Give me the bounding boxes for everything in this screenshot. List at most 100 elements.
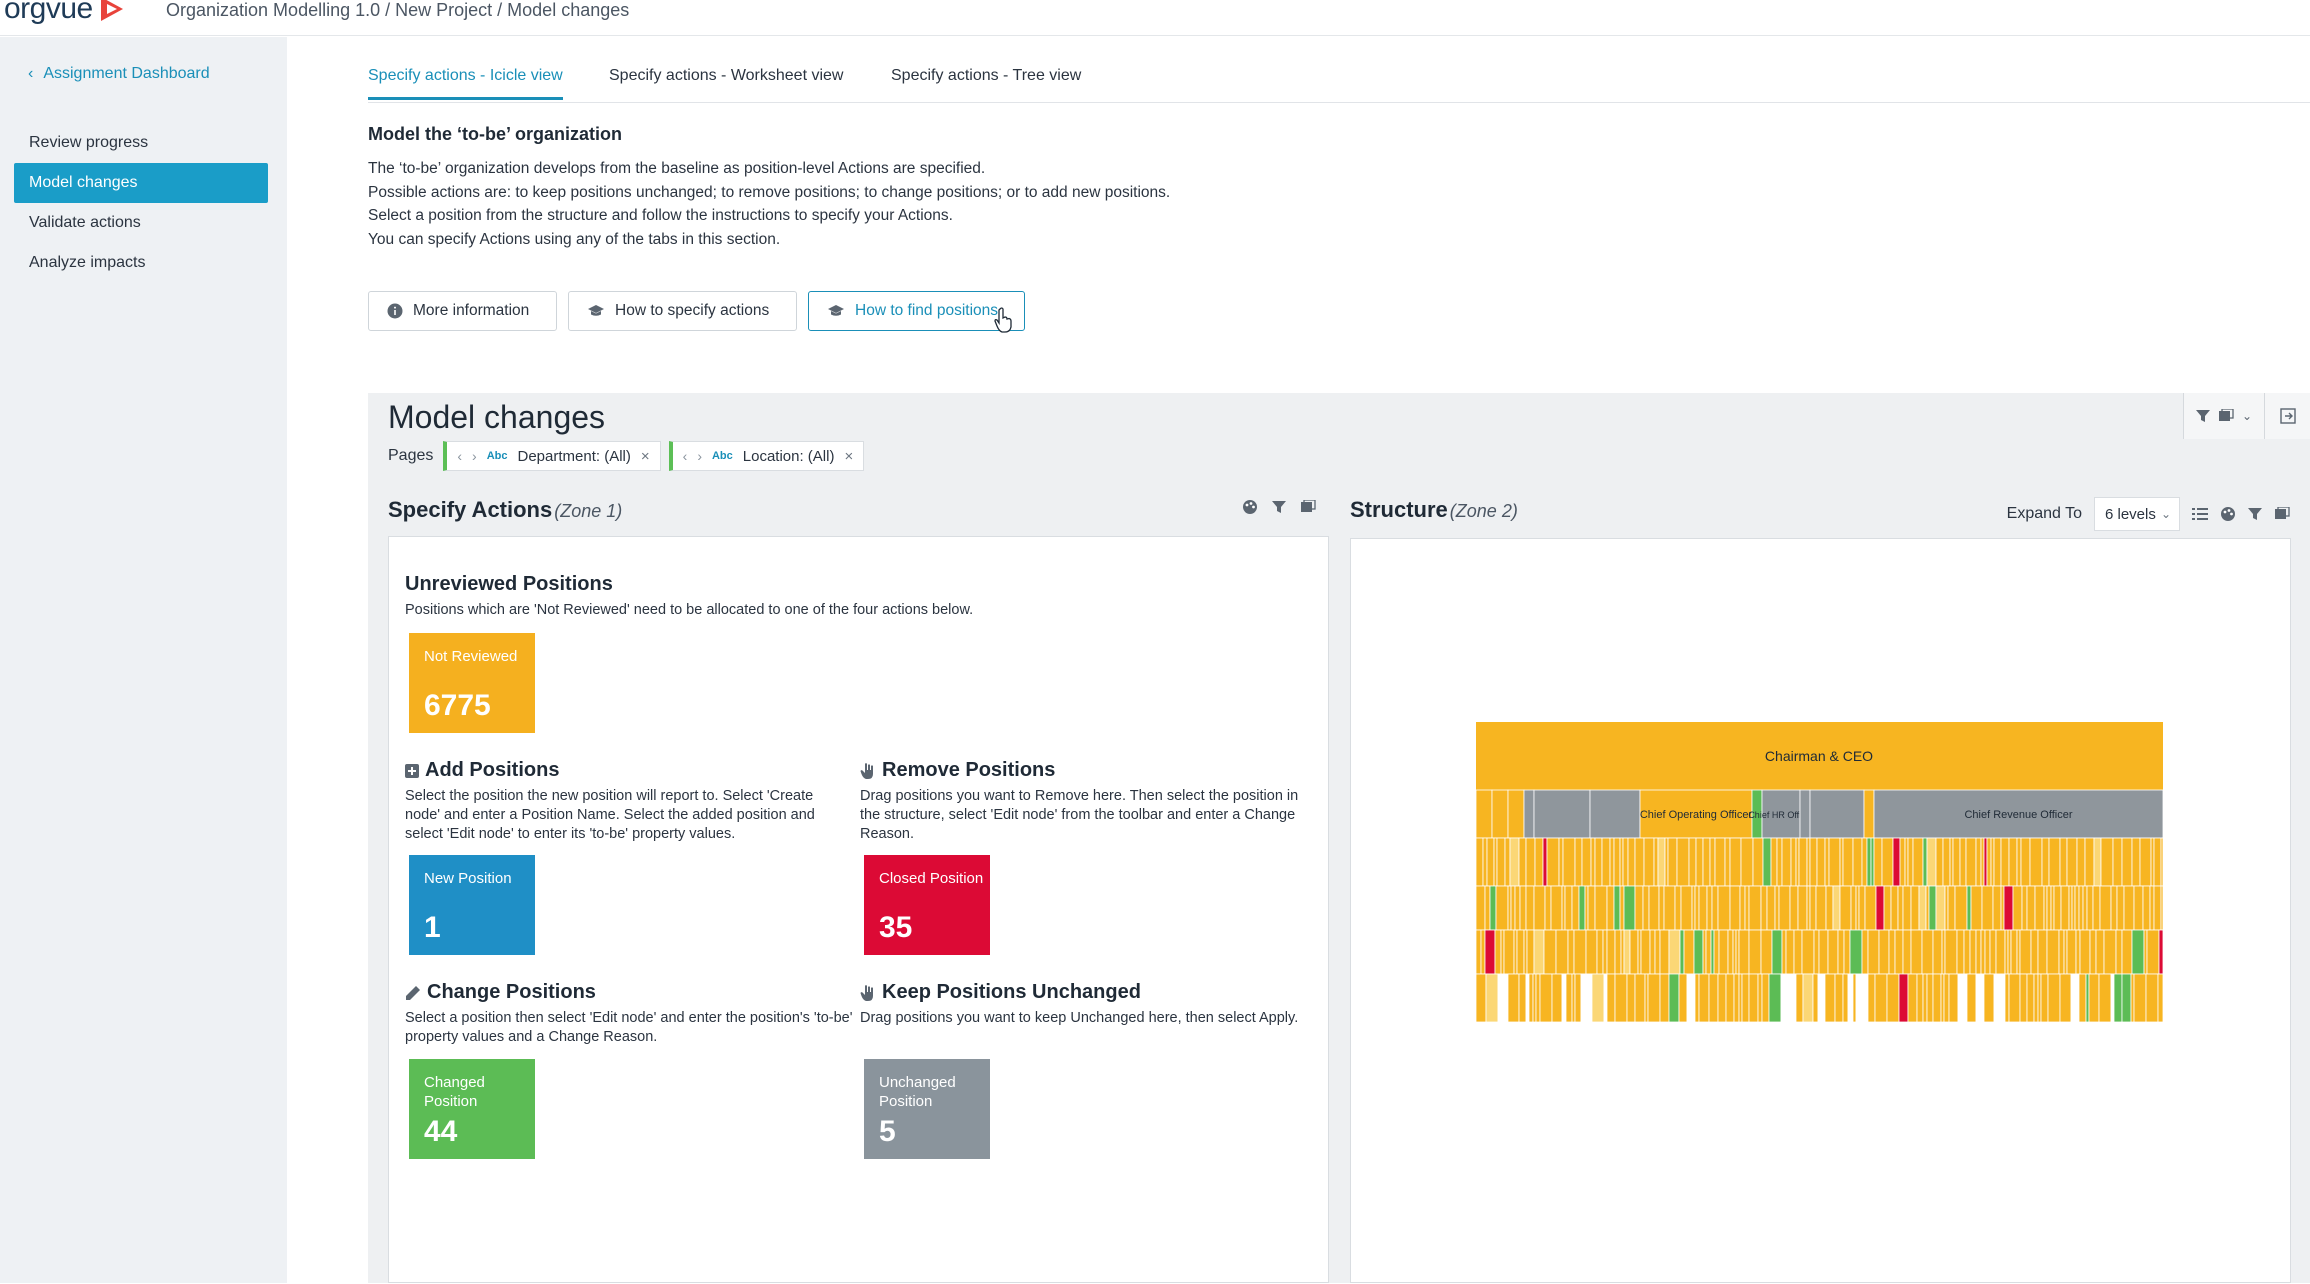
icicle-leaf-node[interactable] <box>2093 837 2102 887</box>
icicle-leaf-node[interactable] <box>2078 973 2087 1023</box>
filter-icon[interactable] <box>2248 507 2262 521</box>
icicle-leaf-node[interactable] <box>1757 973 1763 1023</box>
icicle-leaf-node[interactable] <box>2116 885 2125 931</box>
icicle-leaf-node[interactable] <box>1956 929 1965 975</box>
icicle-leaf-node[interactable] <box>1752 837 1764 887</box>
icicle-leaf-node[interactable] <box>1659 929 1670 975</box>
icicle-leaf-node[interactable] <box>1526 929 1535 975</box>
icicle-leaf-node[interactable] <box>1590 837 1596 887</box>
icicle-leaf-node[interactable] <box>2160 837 2164 887</box>
icicle-level2-node[interactable] <box>1761 789 1801 839</box>
icicle-leaf-node[interactable] <box>1790 837 1797 887</box>
icicle-leaf-node[interactable] <box>1535 973 1541 1023</box>
icicle-leaf-node[interactable] <box>2008 973 2021 1023</box>
icicle-leaf-node[interactable] <box>2160 885 2164 931</box>
icicle-leaf-node[interactable] <box>1702 837 1711 887</box>
layers-icon[interactable] <box>1300 500 1316 514</box>
icicle-level2-node[interactable] <box>1799 789 1811 839</box>
icicle-leaf-node[interactable] <box>1613 885 1621 931</box>
icicle-leaf-node[interactable] <box>1698 885 1708 931</box>
icicle-leaf-node[interactable] <box>1510 885 1516 931</box>
icicle-level2-node[interactable] <box>1507 789 1525 839</box>
icicle-leaf-node[interactable] <box>2003 885 2014 931</box>
icicle-leaf-node[interactable] <box>1622 837 1629 887</box>
icicle-leaf-node[interactable] <box>1907 837 1914 887</box>
icicle-leaf-node[interactable] <box>2000 885 2005 931</box>
icicle-leaf-node[interactable] <box>1816 837 1826 887</box>
icicle-leaf-node[interactable] <box>1594 837 1603 887</box>
icicle-leaf-node[interactable] <box>2008 837 2018 887</box>
icicle-leaf-node[interactable] <box>1706 885 1713 931</box>
icicle-leaf-node[interactable] <box>1620 929 1625 975</box>
icicle-leaf-node[interactable] <box>1543 929 1557 975</box>
icicle-leaf-node[interactable] <box>2016 929 2021 975</box>
icicle-leaf-node[interactable] <box>1705 929 1712 975</box>
icicle-leaf-node[interactable] <box>2157 973 2164 1023</box>
icicle-leaf-node[interactable] <box>1489 885 1497 931</box>
icicle-leaf-node[interactable] <box>1815 885 1827 931</box>
icicle-leaf-node[interactable] <box>1741 973 1750 1023</box>
icicle-leaf-node[interactable] <box>1495 885 1509 931</box>
icicle-leaf-node[interactable] <box>1500 929 1505 975</box>
icicle-leaf-node[interactable] <box>1564 885 1573 931</box>
icicle-leaf-node[interactable] <box>1603 973 1608 1023</box>
icicle-leaf-node[interactable] <box>1932 973 1942 1023</box>
icicle-leaf-node[interactable] <box>1573 929 1587 975</box>
icicle-leaf-node[interactable] <box>1653 837 1659 887</box>
icicle-leaf-node[interactable] <box>2131 929 2145 975</box>
icicle-leaf-node[interactable] <box>1748 885 1762 931</box>
icicle-leaf-node[interactable] <box>2037 973 2042 1023</box>
icicle-leaf-node[interactable] <box>2041 837 2050 887</box>
icicle-leaf-node[interactable] <box>1518 973 1527 1023</box>
icicle-leaf-node[interactable] <box>2071 885 2076 931</box>
icicle-leaf-node[interactable] <box>1525 885 1535 931</box>
chevron-down-icon[interactable]: ⌄ <box>2241 409 2252 423</box>
icicle-leaf-node[interactable] <box>1710 929 1715 975</box>
icicle-leaf-node[interactable] <box>1533 885 1546 931</box>
icicle-leaf-node[interactable] <box>1827 929 1839 975</box>
icicle-leaf-node[interactable] <box>2059 837 2068 887</box>
icicle-leaf-node[interactable] <box>1771 929 1783 975</box>
closed-position-card[interactable]: Closed Position 35 <box>864 855 990 955</box>
icicle-leaf-node[interactable] <box>2103 929 2117 975</box>
icicle-leaf-node[interactable] <box>1760 885 1768 931</box>
icicle-level2-node[interactable] <box>1475 789 1493 839</box>
icicle-leaf-node[interactable] <box>2037 929 2048 975</box>
icicle-leaf-node[interactable] <box>1525 973 1530 1023</box>
icicle-leaf-node[interactable] <box>1798 837 1808 887</box>
icicle-leaf-node[interactable] <box>1959 837 1967 887</box>
icicle-leaf-node[interactable] <box>2131 837 2141 887</box>
icicle-leaf-node[interactable] <box>2079 929 2091 975</box>
layers-icon[interactable] <box>2218 409 2234 423</box>
close-icon[interactable]: × <box>844 447 854 465</box>
icicle-leaf-node[interactable] <box>1532 973 1537 1023</box>
icicle-leaf-node[interactable] <box>1942 837 1951 887</box>
icicle-leaf-node[interactable] <box>2092 885 2101 931</box>
icicle-leaf-node[interactable] <box>1571 885 1580 931</box>
icicle-leaf-node[interactable] <box>2026 885 2036 931</box>
icicle-leaf-node[interactable] <box>1694 885 1700 931</box>
tab-tree-view[interactable]: Specify actions - Tree view <box>891 67 1082 84</box>
icicle-leaf-node[interactable] <box>1614 973 1628 1023</box>
icicle-leaf-node[interactable] <box>1813 929 1820 975</box>
icicle-chart[interactable]: Chairman & CEO Chief Operating OfficerCh… <box>1351 539 2292 1284</box>
icicle-leaf-node[interactable] <box>1861 837 1868 887</box>
icicle-leaf-node[interactable] <box>1663 885 1676 931</box>
icicle-leaf-node[interactable] <box>1744 885 1750 931</box>
icicle-leaf-node[interactable] <box>1649 929 1656 975</box>
icicle-leaf-node[interactable] <box>1878 929 1890 975</box>
icicle-leaf-node[interactable] <box>2021 885 2028 931</box>
icicle-leaf-node[interactable] <box>2004 929 2009 975</box>
icicle-leaf-node[interactable] <box>1989 929 1997 975</box>
chevron-left-icon[interactable]: ‹ <box>682 448 688 464</box>
icicle-leaf-node[interactable] <box>2046 885 2052 931</box>
icicle-leaf-node[interactable] <box>1565 973 1573 1023</box>
icicle-leaf-node[interactable] <box>1647 973 1661 1023</box>
icicle-leaf-node[interactable] <box>2048 837 2061 887</box>
icicle-leaf-node[interactable] <box>1637 929 1642 975</box>
icicle-leaf-node[interactable] <box>2019 929 2032 975</box>
icicle-leaf-node[interactable] <box>1793 929 1803 975</box>
icicle-leaf-node[interactable] <box>1686 973 1696 1023</box>
sidebar-item-model-changes[interactable]: Model changes <box>14 163 268 203</box>
icicle-leaf-node[interactable] <box>1606 885 1615 931</box>
